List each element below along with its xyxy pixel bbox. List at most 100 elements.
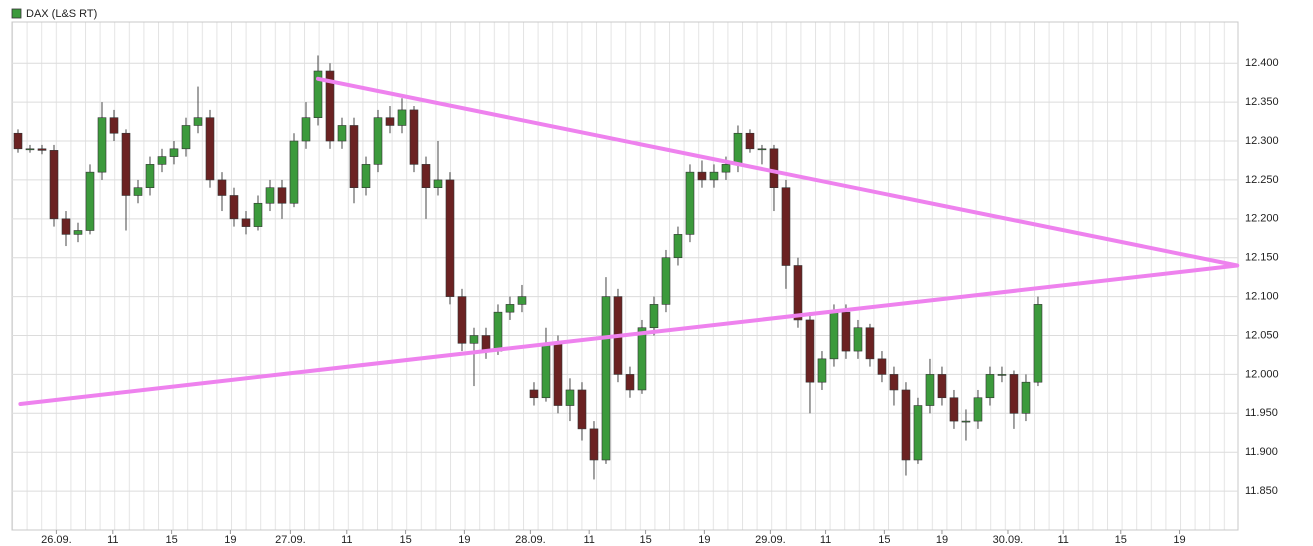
candle-body — [301, 117, 311, 142]
candle-body — [697, 171, 707, 181]
y-tick-label: 11.950 — [1245, 407, 1278, 419]
candle-body — [769, 148, 779, 189]
candle-body — [181, 125, 191, 150]
candle-body — [733, 132, 743, 165]
candle-body — [121, 132, 131, 196]
candle-body — [757, 148, 767, 151]
candle-body — [109, 117, 119, 134]
y-tick-label: 12.250 — [1245, 174, 1279, 186]
candle-body — [409, 109, 419, 165]
x-tick-label: 15 — [165, 534, 177, 546]
candle-body — [277, 187, 287, 204]
candle-body — [37, 148, 47, 151]
candle-body — [145, 164, 155, 189]
candle-body — [133, 187, 143, 196]
y-tick-label: 12.150 — [1245, 252, 1279, 264]
x-tick-label: 11 — [820, 534, 831, 546]
candle-body — [961, 420, 971, 423]
candle-body — [457, 296, 467, 344]
x-tick-label: 15 — [639, 534, 651, 546]
candle-body — [385, 117, 395, 126]
candle-body — [49, 150, 59, 220]
x-tick-label: 11 — [107, 534, 118, 546]
candle-body — [853, 327, 863, 352]
x-tick-label: 19 — [224, 534, 236, 546]
x-tick-label: 15 — [399, 534, 411, 546]
y-tick-label: 12.350 — [1245, 96, 1279, 108]
x-tick-label: 19 — [458, 534, 470, 546]
candle-body — [289, 140, 299, 204]
candle-body — [97, 117, 107, 173]
candle-body — [361, 164, 371, 189]
candle-body — [241, 218, 251, 227]
candle-body — [601, 296, 611, 461]
candle-body — [493, 311, 503, 352]
trend-line — [18, 263, 1240, 406]
candle-body — [637, 327, 647, 391]
plot-frame — [11, 21, 1239, 531]
y-tick-label: 12.200 — [1245, 213, 1279, 225]
candle-body — [445, 179, 455, 297]
legend-swatch — [11, 8, 22, 19]
candle-body — [985, 374, 995, 399]
candle-body — [817, 358, 827, 383]
candle-body — [229, 195, 239, 220]
candle-body — [577, 389, 587, 430]
candle-body — [673, 234, 683, 259]
candle-body — [625, 374, 635, 391]
x-tick-label: 11 — [1057, 534, 1068, 546]
candle-body — [721, 164, 731, 173]
candle-body — [25, 148, 35, 151]
candle-body — [157, 156, 167, 165]
candle-body — [1009, 374, 1019, 414]
candle-body — [805, 319, 815, 383]
candle-body — [73, 230, 83, 235]
candle-body — [889, 374, 899, 391]
candle-body — [349, 125, 359, 189]
candle-body — [949, 397, 959, 422]
x-tick-label: 11 — [341, 534, 352, 546]
candle-body — [877, 358, 887, 375]
x-tick-label: 11 — [583, 534, 594, 546]
x-tick-label: 26.09. — [41, 534, 72, 546]
candle-body — [433, 179, 443, 189]
candle-body — [313, 70, 323, 118]
candle-body — [217, 179, 227, 196]
y-tick-label: 12.300 — [1245, 135, 1279, 147]
candle-body — [529, 389, 539, 399]
candle-body — [793, 265, 803, 321]
candle-body — [841, 311, 851, 352]
x-tick-label: 19 — [936, 534, 948, 546]
candle-body — [913, 405, 923, 461]
vertical-grid — [12, 22, 1238, 530]
x-tick-label: 27.09. — [275, 534, 306, 546]
x-tick-label: 30.09. — [993, 534, 1024, 546]
y-tick-label: 11.900 — [1245, 446, 1278, 458]
candle-body — [925, 374, 935, 406]
candle-body — [373, 117, 383, 165]
x-tick-label: 19 — [1173, 534, 1185, 546]
y-tick-label: 12.050 — [1245, 329, 1279, 341]
candle-body — [1021, 381, 1031, 414]
x-tick-label: 15 — [1115, 534, 1127, 546]
x-tick-label: 15 — [878, 534, 890, 546]
candle-body — [745, 132, 755, 150]
candle-body — [469, 335, 479, 344]
candle-body — [169, 148, 179, 157]
candle-body — [193, 117, 203, 126]
candle-body — [649, 304, 659, 329]
legend-label: DAX (L&S RT) — [26, 8, 97, 20]
candle-body — [325, 70, 335, 142]
candle-body — [253, 202, 263, 227]
candle-body — [589, 428, 599, 461]
candle-body — [685, 171, 695, 235]
candle-body — [937, 374, 947, 399]
candle-body — [865, 327, 875, 360]
x-tick-label: 28.09. — [515, 534, 546, 546]
candle-body — [421, 164, 431, 189]
candle-body — [1033, 304, 1043, 383]
candle-body — [265, 187, 275, 204]
candle-body — [13, 132, 23, 150]
candle-body — [565, 389, 575, 406]
